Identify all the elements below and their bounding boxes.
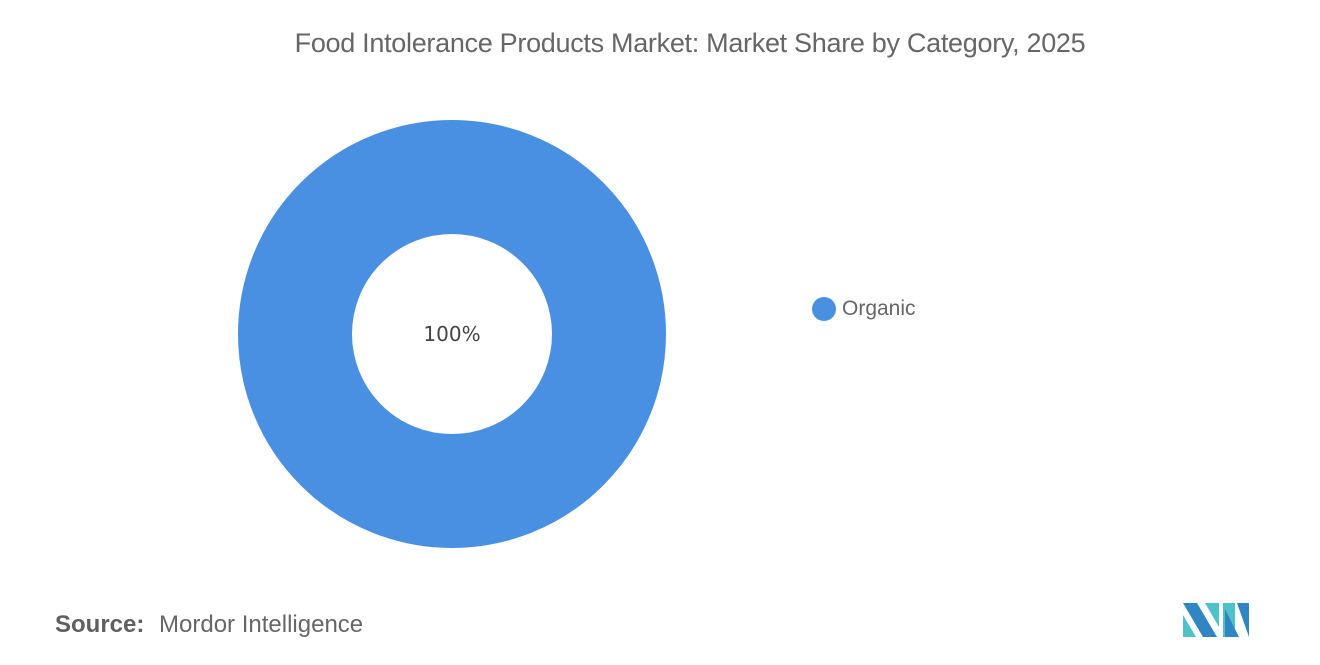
chart-title: Food Intolerance Products Market: Market… xyxy=(294,28,1086,58)
mordor-intelligence-logo-icon xyxy=(1183,603,1249,637)
source-value: Mordor Intelligence xyxy=(159,611,364,638)
source-attribution: Source: Mordor Intelligence xyxy=(55,611,363,639)
chart-legend: Organic xyxy=(812,297,916,321)
legend-dot-organic xyxy=(812,297,836,321)
legend-label-organic: Organic xyxy=(842,297,916,320)
donut-segment-organic[interactable] xyxy=(238,120,666,548)
source-key: Source: xyxy=(55,611,145,638)
donut-center-label: 100% xyxy=(423,322,480,346)
